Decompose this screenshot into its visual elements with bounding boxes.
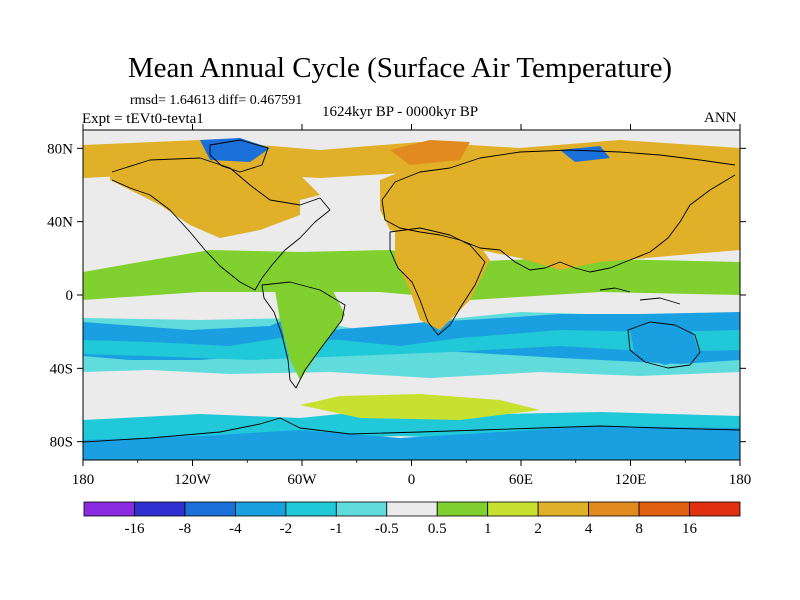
coastlines [83,139,740,443]
period-label: 1624kyr BP - 0000kyr BP [322,104,479,120]
coastline-south-america [261,281,346,389]
x-tick-label: 180 [729,472,752,488]
colorbar-swatch [234,501,287,517]
colorbar-label: -4 [229,521,242,537]
field-region-cyan [83,330,740,360]
colorbar-swatch [487,501,539,517]
x-tick-label: 120W [174,472,212,488]
colorbar-label: 0.5 [428,521,447,537]
colorbar-label: -16 [124,521,144,537]
y-tick-label: 80S [50,435,73,451]
y-tick-label: 80N [47,141,73,157]
colorbar-label: 2 [534,521,542,537]
y-tick-label: 40N [47,215,73,231]
field-region-antarctica [83,426,740,460]
field-region-africa [395,230,490,330]
x-tick-label: 120E [615,472,647,488]
y-tick-label: 40S [50,361,73,377]
season-label: ANN [704,110,737,126]
colorbar-label: 8 [635,521,643,537]
colorbar-label: 4 [585,521,593,537]
colorbar-swatch [386,501,438,517]
coastline-australia [627,321,701,369]
colorbar-swatch [285,501,337,517]
field-region-southamerica [275,285,345,380]
colorbar-label: -0.5 [375,521,399,537]
y-axis: 80N 40N 0 40S 80S [47,141,746,451]
colorbar: -16 -8 -4 -2 -1 -0.5 0.5 1 2 4 8 16 [83,501,741,537]
stats-label: rmsd= 1.64613 diff= 0.467591 [130,93,303,108]
field-region-ross [300,394,540,420]
y-tick-label: 0 [66,288,74,304]
coastline-north-america [111,157,331,291]
x-tick-label: 60E [509,472,533,488]
experiment-label: Expt = tEVt0-tevta1 [82,111,204,127]
colorbar-swatch [537,501,590,517]
colorbar-label: -1 [330,521,343,537]
x-tick-label: 0 [408,472,416,488]
colorbar-label: -8 [179,521,192,537]
coastline-indonesia [599,287,681,305]
field-region-hot-russia [390,140,470,165]
colorbar-swatch [83,501,135,517]
coastline-greenland [209,139,269,173]
coastline-eurasia [381,149,736,273]
coastline-africa [389,227,486,336]
colorbar-swatch [689,501,741,517]
x-axis: 180 120W 60W 0 60E 120E 180 [72,124,752,488]
colorbar-swatch [134,501,186,517]
field-region-australia [630,325,700,365]
colorbar-swatch [588,501,640,517]
colorbar-swatch [436,501,489,517]
x-tick-label: 180 [72,472,95,488]
chart-title: Mean Annual Cycle (Surface Air Temperatu… [127,52,673,84]
colorbar-swatch [184,501,236,517]
anomaly-field [83,130,740,460]
colorbar-label: 16 [682,521,698,537]
colorbar-swatch [638,501,690,517]
colorbar-swatch [335,501,388,517]
field-region-north-atlantic [300,190,370,240]
coastline-antarctica [83,417,740,443]
colorbar-label: -2 [280,521,293,537]
x-tick-label: 60W [287,472,317,488]
colorbar-label: 1 [484,521,492,537]
